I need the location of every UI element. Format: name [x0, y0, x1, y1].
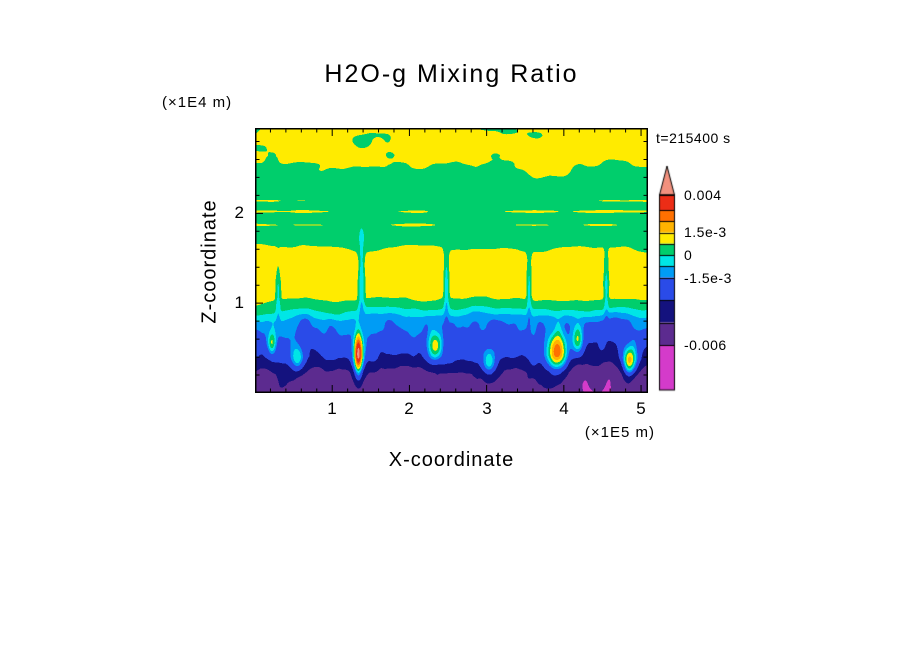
y-axis-unit-label: (×1E4 m): [162, 94, 233, 111]
y-tick-label-1: 1: [234, 293, 244, 312]
x-tick-label-1: 1: [327, 399, 337, 418]
x-tick-label-4: 4: [559, 399, 569, 418]
y-tick-label-2: 2: [234, 203, 244, 222]
time-annotation: t=215400 s: [656, 130, 731, 146]
chart-title: H2O-g Mixing Ratio: [324, 60, 579, 88]
contour-plot-canvas: [255, 128, 648, 393]
x-tick-label-2: 2: [404, 399, 414, 418]
x-tick-label-3: 3: [482, 399, 492, 418]
x-axis-label: X-coordinate: [388, 449, 515, 471]
colorbar-label-m1p5e-3: -1.5e-3: [684, 270, 732, 286]
colorbar-label-1p5e-3: 1.5e-3: [684, 224, 727, 240]
x-axis-unit-label: (×1E5 m): [584, 424, 655, 441]
colorbar-label-0p004: 0.004: [684, 187, 722, 203]
colorbar-canvas: [658, 164, 676, 392]
colorbar-label-m0p006: -0.006: [684, 337, 727, 353]
x-tick-label-5: 5: [636, 399, 646, 418]
colorbar-label-0: 0: [684, 247, 693, 263]
